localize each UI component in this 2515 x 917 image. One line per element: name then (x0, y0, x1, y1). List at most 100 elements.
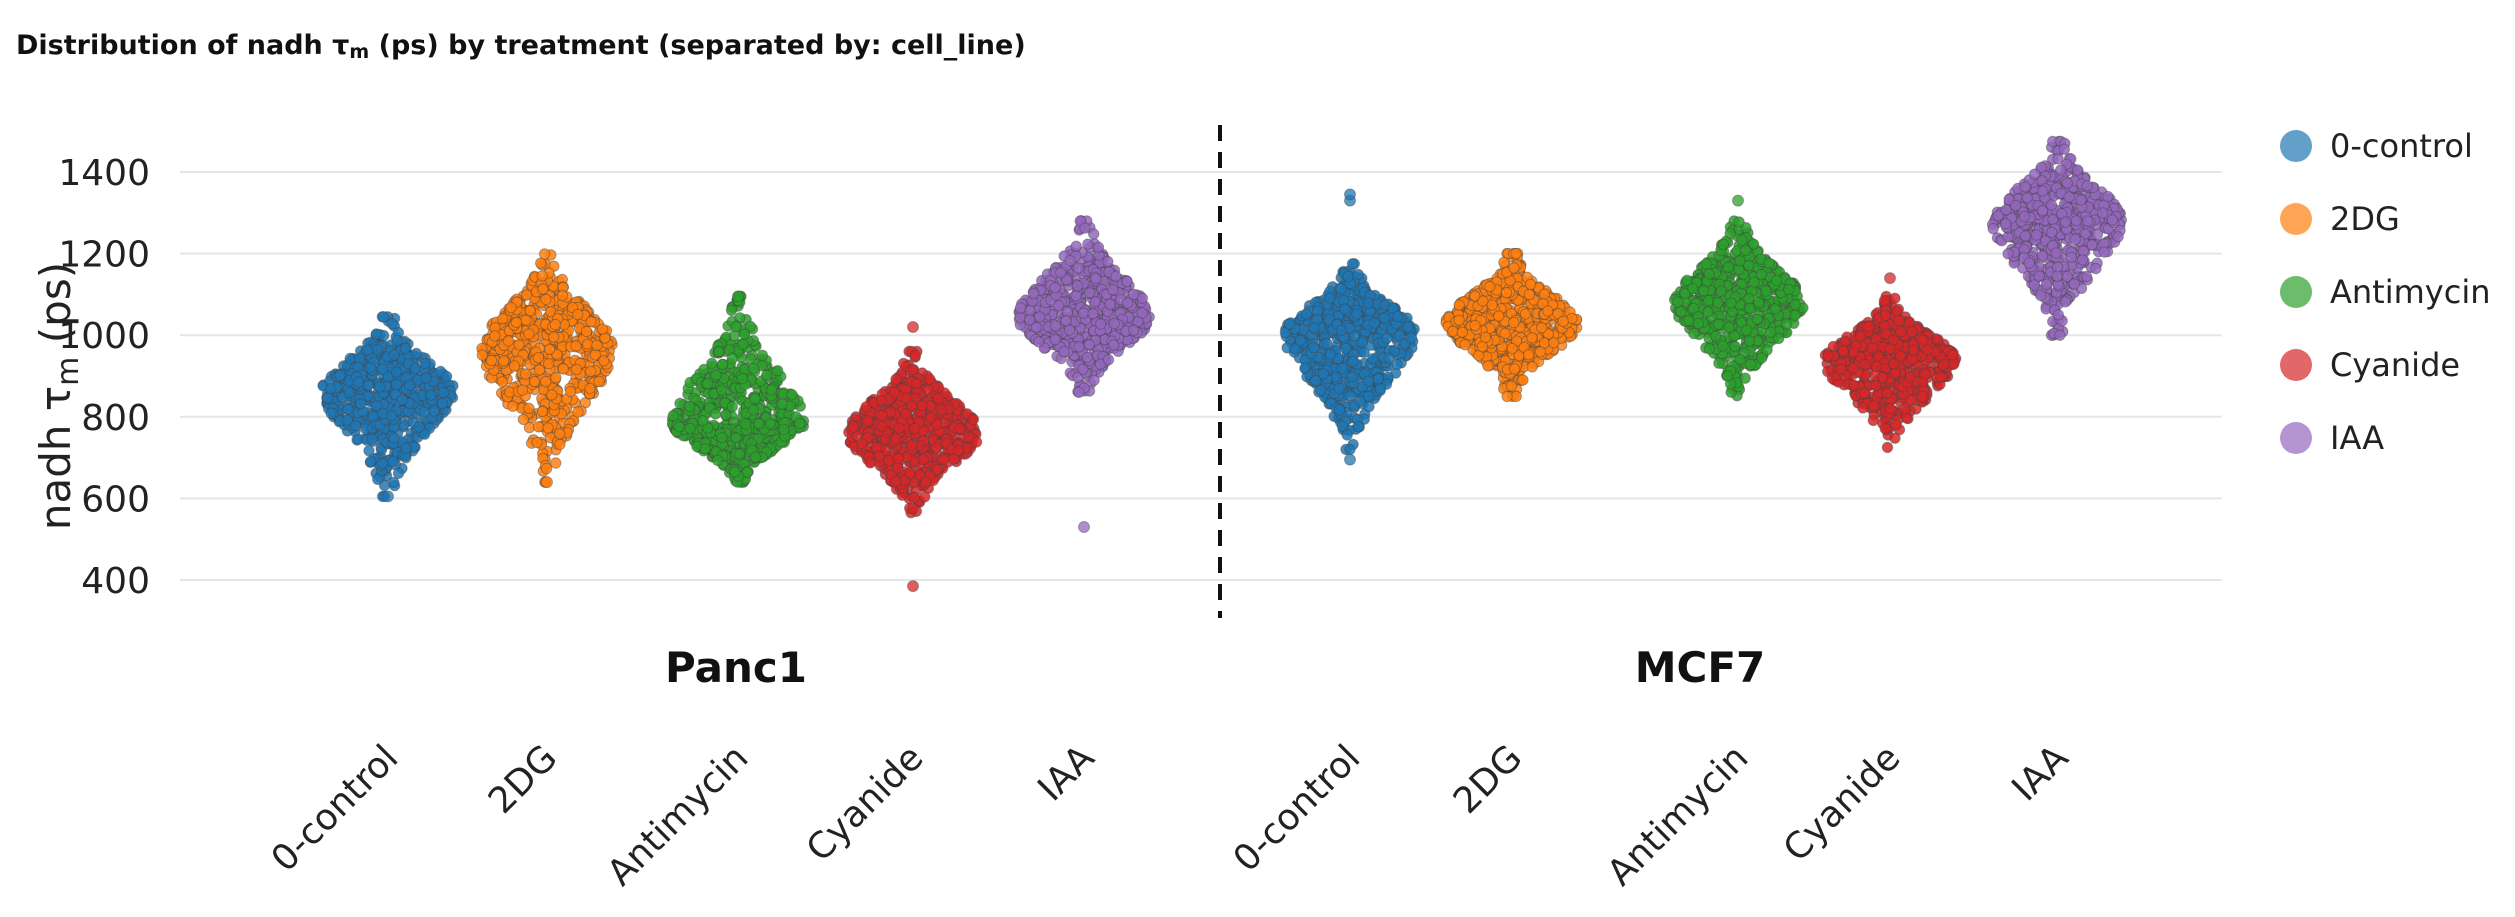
data-point (1372, 373, 1385, 385)
data-point (1346, 258, 1359, 270)
data-point (1072, 262, 1084, 274)
data-point (536, 270, 548, 282)
data-point (523, 402, 535, 414)
data-point (730, 321, 742, 333)
data-point (516, 384, 529, 396)
data-point (436, 397, 449, 410)
data-point (876, 420, 888, 432)
data-point (1710, 330, 1722, 342)
data-point (1743, 259, 1755, 272)
data-point (370, 400, 383, 412)
outlier-point (1344, 188, 1356, 201)
data-point (510, 316, 523, 328)
data-point (1482, 360, 1494, 372)
data-point (1697, 284, 1710, 297)
data-point (1771, 274, 1783, 287)
data-point (1102, 354, 1115, 366)
data-point (549, 318, 561, 331)
data-point (888, 386, 901, 399)
data-point (725, 304, 738, 316)
data-point (1728, 330, 1741, 342)
data-point (710, 369, 722, 381)
data-point (1522, 349, 1535, 361)
data-point (1095, 318, 1107, 330)
data-point (366, 433, 378, 445)
data-point (1014, 302, 1027, 314)
data-point (378, 311, 390, 323)
data-point (543, 343, 556, 355)
data-point (352, 376, 365, 388)
chart-title-subscript: m (349, 41, 370, 63)
data-point (1352, 268, 1364, 281)
data-point (1510, 247, 1522, 260)
data-point (1506, 342, 1519, 355)
data-point (363, 445, 375, 457)
data-point (1469, 319, 1481, 332)
data-point (1393, 329, 1406, 342)
data-point (343, 386, 356, 399)
data-point (935, 404, 948, 416)
data-point (557, 363, 570, 375)
swarm-panc1-2dg (476, 248, 618, 489)
data-point (1104, 298, 1116, 310)
data-point (419, 357, 431, 370)
data-point (1763, 257, 1775, 269)
data-point (674, 397, 686, 410)
data-point (1362, 297, 1374, 309)
data-point (909, 349, 921, 362)
data-point (585, 316, 597, 328)
data-point (1064, 255, 1076, 267)
data-point (875, 394, 887, 407)
data-point (726, 352, 739, 365)
data-point (1346, 371, 1358, 383)
data-point (1090, 273, 1102, 285)
data-point (371, 344, 384, 356)
data-point (548, 331, 560, 343)
data-point (847, 421, 860, 433)
swarm-panc1-iaa (1013, 215, 1155, 533)
data-point (1724, 227, 1736, 240)
data-point (924, 373, 936, 385)
data-point (1289, 343, 1301, 355)
data-point (1721, 370, 1734, 382)
data-point (513, 339, 525, 351)
data-point (365, 455, 377, 468)
data-point (752, 418, 765, 430)
data-point (697, 415, 709, 427)
data-point (1477, 295, 1489, 307)
data-point (521, 289, 533, 301)
data-point (1484, 280, 1496, 293)
data-point (747, 404, 760, 416)
data-point (1344, 443, 1356, 456)
data-point (931, 463, 944, 475)
data-point (906, 439, 918, 451)
data-point (737, 338, 749, 350)
data-point (584, 382, 596, 395)
data-point (861, 414, 874, 427)
data-point (1058, 345, 1070, 358)
data-point (1070, 290, 1082, 302)
data-point (930, 442, 942, 454)
data-point (1333, 404, 1346, 416)
data-point (413, 421, 425, 433)
data-point (749, 451, 762, 463)
data-point (772, 365, 784, 377)
data-point (1108, 339, 1120, 351)
data-point (706, 357, 718, 370)
data-point (1083, 339, 1095, 351)
data-point (1733, 216, 1745, 228)
data-point (1740, 244, 1752, 256)
data-point (756, 349, 769, 361)
data-point (856, 438, 868, 450)
data-point (793, 417, 806, 430)
data-point (1367, 353, 1379, 365)
data-point (1082, 238, 1094, 250)
data-point (738, 328, 751, 340)
data-point (1498, 256, 1510, 269)
data-point (388, 349, 400, 361)
data-point (1717, 340, 1729, 352)
data-point (1102, 255, 1114, 268)
data-point (1789, 299, 1801, 311)
data-point (713, 345, 725, 358)
data-point (1383, 352, 1395, 364)
